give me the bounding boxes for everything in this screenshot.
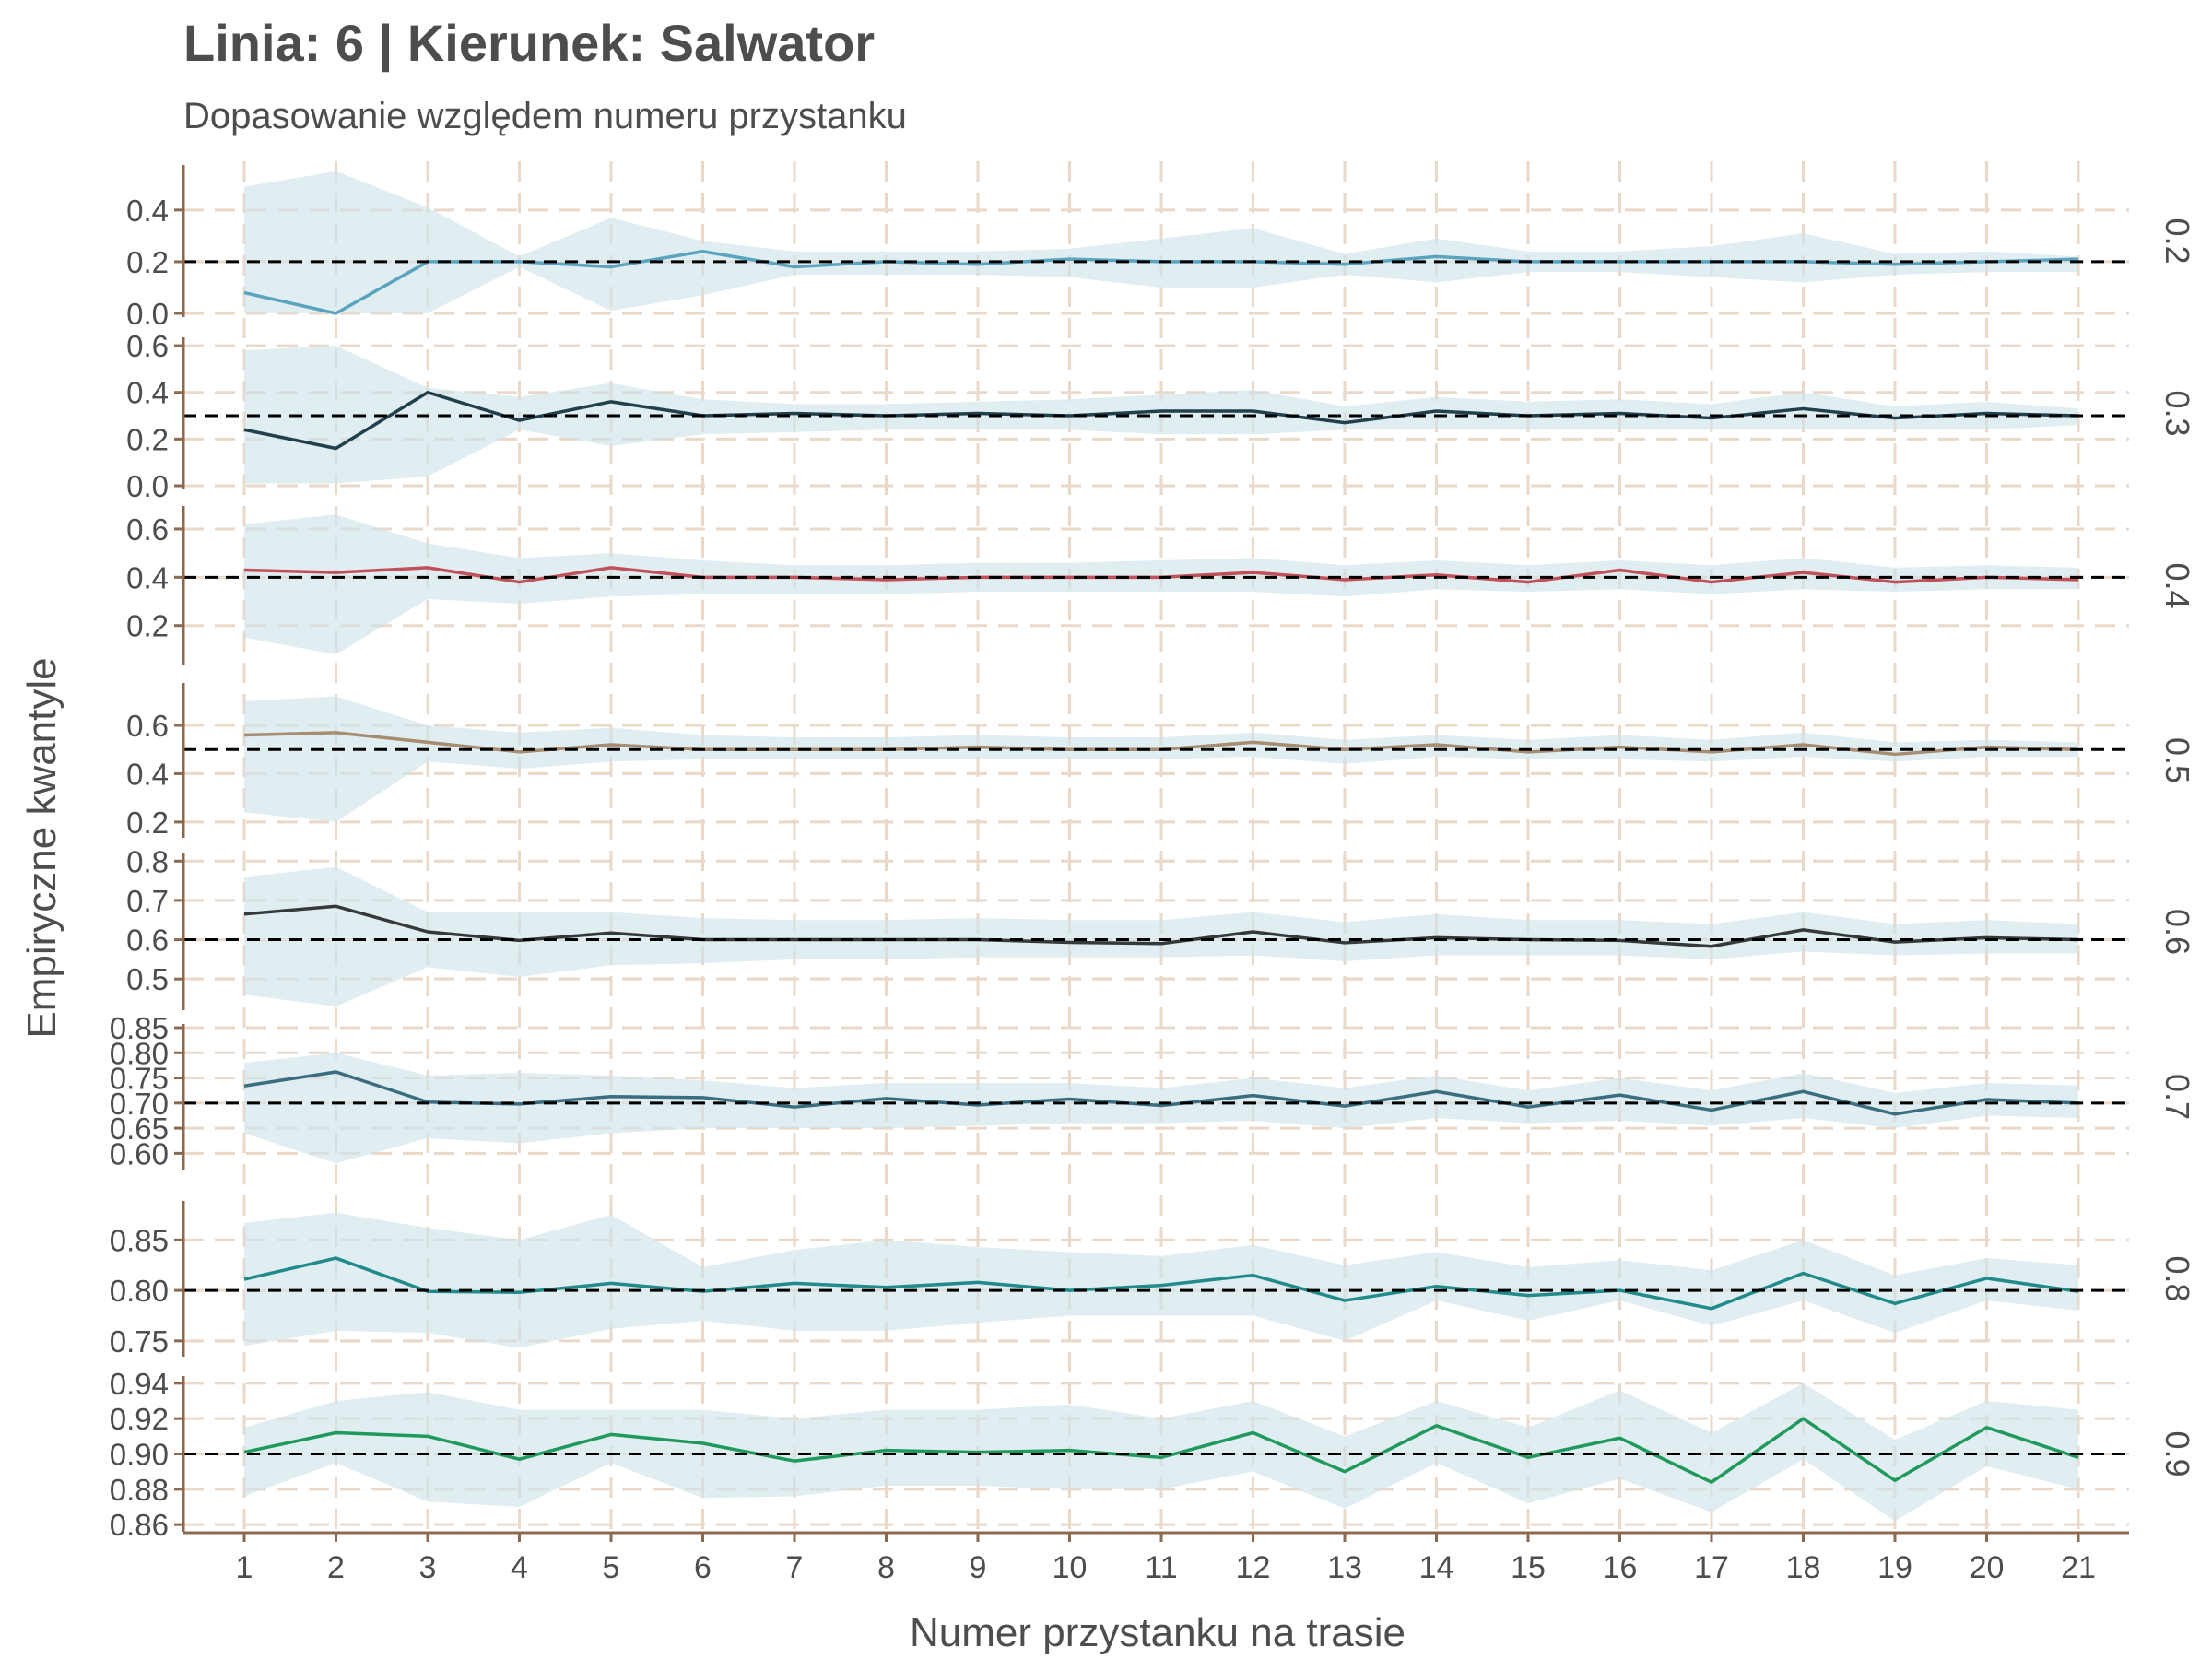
strip-label: 0.2	[2159, 218, 2196, 264]
panels-layer: 0.00.20.40.20.00.20.40.60.30.20.40.60.40…	[110, 165, 2196, 1542]
x-tick-label: 17	[1694, 1550, 1729, 1585]
confidence-band	[244, 514, 2078, 655]
y-tick-label: 0.4	[126, 757, 169, 791]
x-tick-label: 2	[327, 1550, 345, 1585]
y-tick-label: 0.6	[126, 329, 169, 363]
quantile-line	[243, 1417, 2079, 1484]
y-tick-label: 0.7	[126, 884, 169, 918]
y-tick-label: 0.5	[126, 962, 169, 996]
confidence-band	[244, 696, 2078, 822]
x-tick-label: 14	[1419, 1550, 1454, 1585]
y-tick-label: 0.2	[126, 422, 169, 456]
panel-0-6: 0.5 0.6 0.7 0.8 0.6	[126, 844, 2196, 1010]
confidence-band	[244, 1382, 2078, 1522]
panel-0-9: 0.860.880.900.920.94 0.9	[110, 1367, 2196, 1542]
x-axis-label: Numer przystanku na trasie	[910, 1610, 1406, 1655]
y-tick-label: 0.0	[126, 297, 169, 331]
confidence-band	[244, 866, 2078, 1006]
strip-label: 0.4	[2159, 562, 2196, 608]
y-axis-label: Empiryczne kwantyle	[19, 657, 65, 1038]
y-tick-label: 0.70	[110, 1087, 169, 1121]
quantile-line	[243, 904, 2079, 948]
x-tick-label: 21	[2061, 1550, 2096, 1585]
strip-label: 0.9	[2159, 1430, 2196, 1477]
x-tick-label: 19	[1877, 1550, 1912, 1585]
strip-label: 0.3	[2159, 390, 2196, 436]
y-tick-label: 0.65	[110, 1112, 169, 1146]
chart-title: Linia: 6 | Kierunek: Salwator	[183, 14, 876, 72]
panel-0-2: 0.0 0.2 0.4 0.2	[126, 165, 2196, 331]
y-tick-label: 0.6	[126, 924, 169, 958]
x-tick-label: 1	[236, 1550, 253, 1585]
quantile-line	[243, 390, 2079, 451]
panel-0-7: 0.600.650.700.750.800.85 0.7	[110, 1011, 2196, 1171]
y-tick-label: 0.94	[110, 1367, 169, 1401]
y-tick-label: 0.75	[110, 1324, 169, 1359]
y-tick-label: 0.60	[110, 1136, 169, 1171]
y-tick-label: 0.2	[126, 245, 169, 279]
x-tick-label: 7	[786, 1550, 804, 1585]
y-tick-label: 0.85	[110, 1223, 169, 1257]
x-tick-label: 16	[1603, 1550, 1638, 1585]
chart-subtitle: Dopasowanie względem numeru przystanku	[183, 96, 907, 136]
axes-layer	[183, 1531, 2129, 1535]
y-tick-label: 0.86	[110, 1508, 169, 1542]
y-tick-label: 0.80	[110, 1036, 169, 1070]
quantile-line	[243, 1070, 2079, 1116]
strip-label: 0.7	[2159, 1074, 2196, 1120]
x-tick-label: 10	[1053, 1550, 1088, 1585]
x-tick-label: 9	[970, 1550, 987, 1585]
y-tick-label: 0.2	[126, 609, 169, 643]
x-tick-label: 6	[694, 1550, 712, 1585]
x-ticks: 1 2 3 4 5 6 7 8 9 10 11 12 13 14 15 16 17 18 19 20 21	[236, 1533, 2096, 1585]
x-tick-label: 3	[419, 1550, 437, 1585]
x-tick-label: 13	[1327, 1550, 1362, 1585]
y-tick-label: 0.4	[126, 194, 169, 228]
x-tick-label: 5	[603, 1550, 620, 1585]
y-tick-label: 0.4	[126, 560, 169, 594]
y-tick-label: 0.2	[126, 806, 169, 840]
confidence-band	[244, 171, 2078, 313]
strip-label: 0.5	[2159, 737, 2196, 783]
strip-label: 0.6	[2159, 909, 2196, 955]
x-tick-label: 20	[1970, 1550, 2005, 1585]
y-tick-label: 0.8	[126, 844, 169, 878]
y-tick-label: 0.85	[110, 1011, 169, 1045]
y-tick-label: 0.80	[110, 1274, 169, 1308]
confidence-band	[244, 1212, 2078, 1348]
panel-0-4: 0.2 0.4 0.6 0.4	[126, 506, 2196, 665]
x-tick-label: 4	[511, 1550, 528, 1585]
panel-0-3: 0.0 0.2 0.4 0.6 0.3	[126, 329, 2196, 503]
x-tick-label: 11	[1145, 1550, 1177, 1585]
y-tick-label: 0.6	[126, 709, 169, 743]
strip-label: 0.8	[2159, 1255, 2196, 1301]
panel-0-8: 0.75 0.80 0.85 0.8	[110, 1201, 2196, 1359]
panel-0-5: 0.2 0.4 0.6 0.5	[126, 683, 2196, 840]
y-tick-label: 0.75	[110, 1062, 169, 1096]
y-tick-label: 0.0	[126, 469, 169, 503]
y-tick-label: 0.4	[126, 376, 169, 410]
y-tick-label: 0.92	[110, 1402, 169, 1436]
y-tick-label: 0.90	[110, 1438, 169, 1472]
x-tick-label: 18	[1786, 1550, 1821, 1585]
x-tick-label: 12	[1236, 1550, 1271, 1585]
y-tick-label: 0.6	[126, 512, 169, 547]
x-tick-label: 15	[1511, 1550, 1546, 1585]
confidence-band	[244, 1053, 2078, 1164]
y-tick-label: 0.88	[110, 1473, 169, 1507]
x-tick-label: 8	[877, 1550, 895, 1585]
